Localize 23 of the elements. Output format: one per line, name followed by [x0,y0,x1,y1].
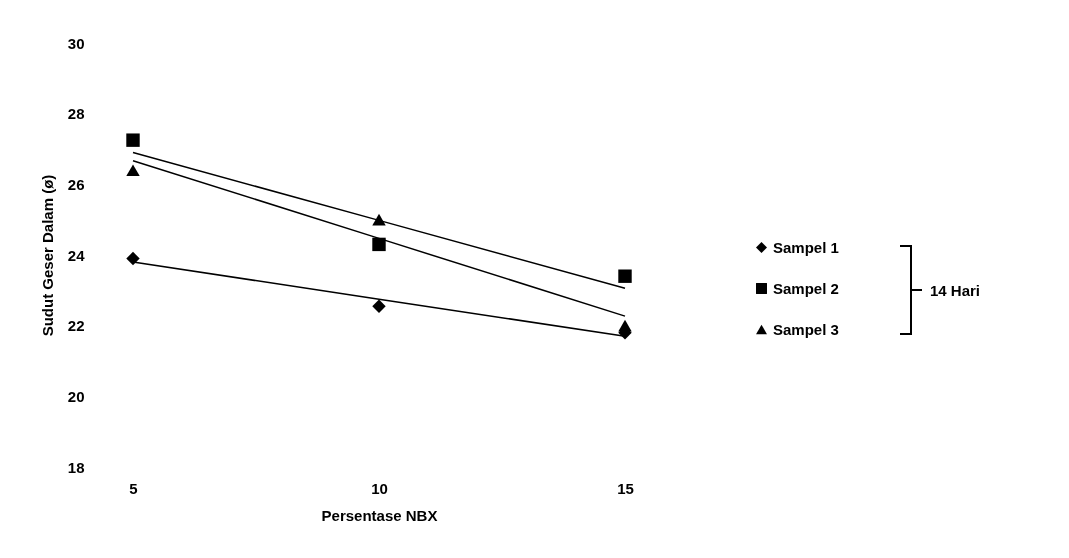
legend-label: Sampel 1 [773,238,839,256]
text: 14 Hari [930,281,981,299]
point [372,299,386,313]
y-tick-label: 20 [67,387,85,405]
point [126,164,140,177]
y-tick-label: 18 [67,458,85,476]
x-tick-label: 15 [617,479,634,497]
x-tick-label: 5 [129,479,138,497]
y-tick-label: 28 [67,105,85,123]
y-axis-title: Sudut Geser Dalam (ø) [38,174,56,337]
x-tick-label: 10 [371,479,388,497]
point [126,251,140,266]
y-tick-label: 26 [67,175,85,193]
point [126,133,140,147]
x-axis-title: Persentase NBX [321,506,438,524]
legend-label: Sampel 3 [773,320,839,338]
y-tick-label: 30 [67,34,85,52]
y-tick-label: 22 [67,317,85,335]
legend-label: Sampel 2 [773,279,839,297]
point [618,269,632,283]
point [618,319,632,332]
y-tick-label: 24 [67,246,86,264]
point [372,237,386,252]
